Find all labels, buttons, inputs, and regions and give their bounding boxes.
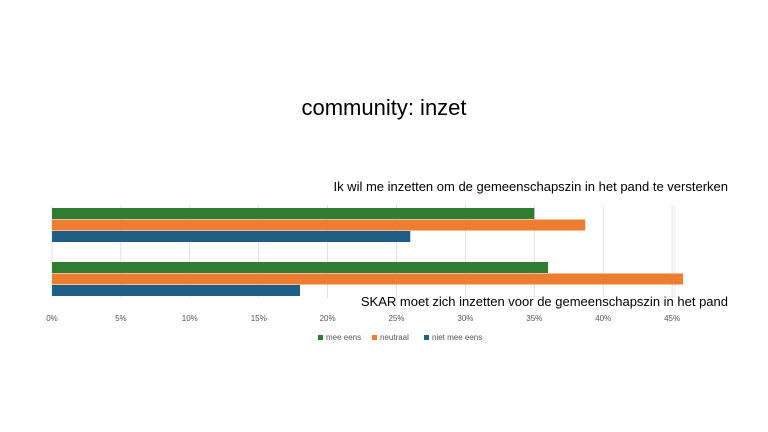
bar-niet-mee-eens — [52, 231, 411, 242]
category-label: Ik wil me inzetten om de gemeenschapszin… — [333, 179, 728, 194]
x-tick-label: 25% — [388, 314, 404, 323]
legend-swatch — [318, 335, 323, 340]
bar-niet-mee-eens — [52, 285, 301, 296]
x-tick-label: 30% — [457, 314, 473, 323]
x-tick-label: 45% — [664, 314, 680, 323]
x-tick-label: 5% — [115, 314, 127, 323]
x-tick-label: 15% — [251, 314, 267, 323]
slide-title: community: inzet — [301, 95, 467, 120]
x-tick-label: 0% — [46, 314, 58, 323]
x-tick-label: 10% — [182, 314, 198, 323]
legend-swatch — [424, 335, 429, 340]
x-tick-label: 40% — [595, 314, 611, 323]
legend-label: neutraal — [380, 333, 409, 342]
legend-swatch — [372, 335, 377, 340]
bar-mee-eens — [52, 262, 549, 273]
bar-neutraal — [52, 219, 586, 231]
legend-label: niet mee eens — [432, 333, 482, 342]
x-tick-label: 20% — [320, 314, 336, 323]
x-tick-label: 35% — [526, 314, 542, 323]
legend-label: mee eens — [326, 333, 361, 342]
bar-mee-eens — [52, 208, 535, 219]
category-label: SKAR moet zich inzetten voor de gemeensc… — [361, 294, 728, 309]
bar-neutraal — [52, 273, 684, 285]
